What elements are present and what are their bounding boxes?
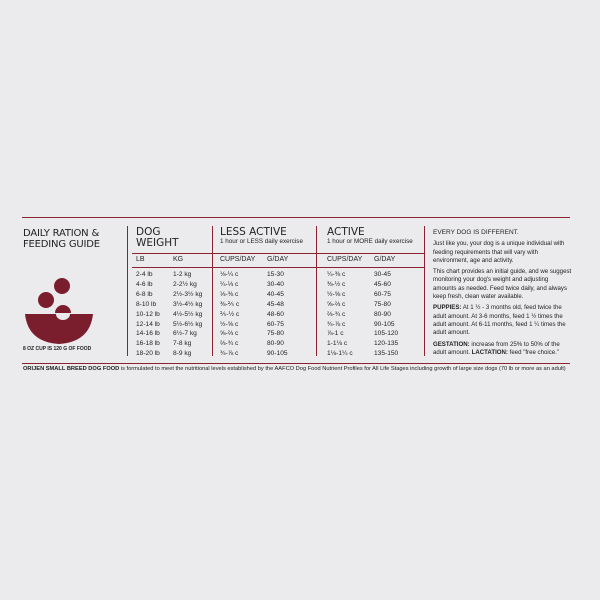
active-title: ACTIVE xyxy=(327,226,365,238)
guide-title: DAILY RATION & FEEDING GUIDE xyxy=(23,228,100,250)
table-cell: ⅔-¾ c xyxy=(220,340,239,348)
table-cell: 4½-5½ kg xyxy=(173,310,203,318)
kibble-icon xyxy=(55,305,71,313)
table-cell: ⅞-1 c xyxy=(327,330,344,338)
table-cell: 135-150 xyxy=(374,350,399,358)
table-cell: ¾-⅞ c xyxy=(327,320,346,328)
lb-header: LB xyxy=(136,256,145,263)
table-cell: 80-90 xyxy=(374,310,391,318)
table-cell: 10-12 lb xyxy=(136,310,160,318)
lactation-label: LACTATION: xyxy=(471,348,508,356)
bowl-icon xyxy=(25,314,93,344)
table-cell: 45-60 xyxy=(374,280,391,288)
table-cell: 6-8 lb xyxy=(136,290,153,298)
divider xyxy=(127,226,128,356)
lactation-text: feed "free choice." xyxy=(507,348,560,356)
divider xyxy=(212,226,213,356)
table-cell: ¼-⅓ c xyxy=(220,280,239,288)
table-cell: 16-18 lb xyxy=(136,340,160,348)
table-cell: 80-90 xyxy=(267,340,284,348)
gestation-text: increase from 25% to 50% of the adult am… xyxy=(433,340,560,356)
subheader-rule xyxy=(132,267,424,268)
notes-panel: EVERY DOG IS DIFFERENT. Just like you, y… xyxy=(433,229,573,360)
active-cups-header: CUPS/DAY xyxy=(327,256,363,263)
table-cell: 30-40 xyxy=(267,280,284,288)
notes-heading: EVERY DOG IS DIFFERENT. xyxy=(433,229,519,236)
kg-header: KG xyxy=(173,256,184,263)
table-cell: 60-75 xyxy=(267,320,284,328)
table-cell: ¾-⅞ c xyxy=(220,350,239,358)
divider xyxy=(424,226,425,356)
active-g-header: G/DAY xyxy=(374,256,396,263)
table-cell: 15-30 xyxy=(267,271,284,278)
notes-p2: This chart provides an initial guide, an… xyxy=(433,268,572,301)
footer-text: is formulated to meet the nutritional le… xyxy=(119,366,566,372)
table-cell: ⅜-⅖ c xyxy=(220,300,240,308)
notes-p1: Just like you, your dog is a unique indi… xyxy=(433,240,565,264)
table-cell: 105-120 xyxy=(374,330,399,338)
table-cell: ⅝-⅔ c xyxy=(220,330,239,338)
active-subtitle: 1 hour or MORE daily exercise xyxy=(327,238,413,245)
table-cell: 40-45 xyxy=(267,290,284,298)
notes-puppies: PUPPIES: At 1 ½ - 3 months old, feed twi… xyxy=(433,304,573,337)
table-cell: 30-45 xyxy=(374,271,391,278)
table-cell: 90-105 xyxy=(267,350,288,358)
puppies-text: At 1 ½ - 3 months old, feed twice the ad… xyxy=(433,304,566,337)
dog-weight-title: DOG WEIGHT xyxy=(136,227,179,249)
table-cell: 8-10 lb xyxy=(136,300,157,308)
less-active-title: LESS ACTIVE xyxy=(220,226,287,238)
footer-brand: ORIJEN SMALL BREED DOG FOOD xyxy=(23,366,120,372)
table-cell: 8-9 kg xyxy=(173,350,192,358)
table-cell: 2½-3½ kg xyxy=(173,290,203,298)
table-cell: ½-⅝ c xyxy=(220,320,239,328)
cup-note: 8 OZ CUP IS 120 G OF FOOD xyxy=(23,346,92,352)
table-cell: 2-2½ kg xyxy=(173,280,197,288)
table-cell: ⅛-¼ c xyxy=(220,271,239,278)
puppies-label: PUPPIES: xyxy=(433,304,462,312)
table-cell: 7-8 kg xyxy=(173,340,192,348)
table-cell: ¼-⅜ c xyxy=(327,271,346,278)
table-cell: 2-4 lb xyxy=(136,271,153,278)
table-cell: 48-60 xyxy=(267,310,284,318)
notes-gestation: GESTATION: increase from 25% to 50% of t… xyxy=(433,341,573,358)
table-cell: 1-2 kg xyxy=(173,271,192,278)
gestation-label: GESTATION: xyxy=(433,340,470,348)
table-cell: 12-14 lb xyxy=(136,320,160,328)
table-cell: 4-6 lb xyxy=(136,280,153,288)
table-cell: 75-80 xyxy=(267,330,284,338)
table-cell: 45-48 xyxy=(267,300,284,308)
header-rule xyxy=(132,253,424,254)
bottom-rule xyxy=(22,363,570,364)
food-bowl-icon xyxy=(25,278,93,344)
table-cell: ⅖-½ c xyxy=(220,310,240,318)
table-cell: ⅝-⅔ c xyxy=(327,300,346,308)
kibble-icon xyxy=(54,278,70,294)
table-cell: 5½-6½ kg xyxy=(173,320,203,328)
kibble-icon xyxy=(38,292,54,308)
title-line: DAILY RATION & xyxy=(23,228,100,239)
title-line: DOG xyxy=(136,226,161,238)
title-line: FEEDING GUIDE xyxy=(23,239,100,250)
table-cell: ⅓-⅜ c xyxy=(220,290,239,298)
table-cell: 3½-4½ kg xyxy=(173,300,203,308)
less-g-header: G/DAY xyxy=(267,256,289,263)
table-cell: 120-135 xyxy=(374,340,399,348)
divider xyxy=(316,226,317,356)
less-active-subtitle: 1 hour or LESS daily exercise xyxy=(220,238,303,245)
table-cell: 18-20 lb xyxy=(136,350,160,358)
table-cell: 6½-7 kg xyxy=(173,330,197,338)
table-cell: 14-16 lb xyxy=(136,330,160,338)
top-rule xyxy=(22,217,570,218)
table-cell: ½-⅝ c xyxy=(327,290,346,298)
table-cell: 1⅛-1¼ c xyxy=(327,350,353,358)
table-cell: 75-80 xyxy=(374,300,391,308)
table-cell: ⅜-½ c xyxy=(327,280,346,288)
table-cell: 60-75 xyxy=(374,290,391,298)
table-cell: 1-1⅛ c xyxy=(327,340,348,348)
title-line: WEIGHT xyxy=(136,237,179,249)
less-cups-header: CUPS/DAY xyxy=(220,256,256,263)
footer-note: ORIJEN SMALL BREED DOG FOOD is formulate… xyxy=(23,366,573,374)
table-cell: ⅔-¾ c xyxy=(327,310,346,318)
table-cell: 90-105 xyxy=(374,320,395,328)
